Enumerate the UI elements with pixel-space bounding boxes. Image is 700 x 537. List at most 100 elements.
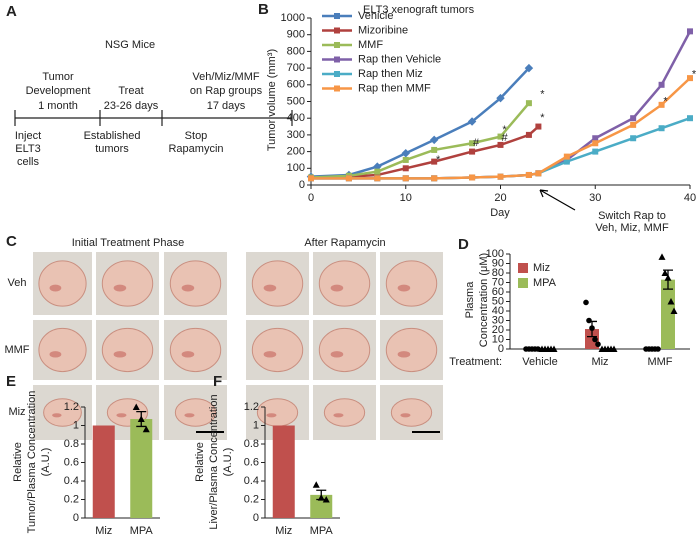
phase-name: on Rap groups: [190, 85, 263, 97]
x-tick-label: Vehicle: [522, 356, 557, 368]
y-tick-label: 100: [287, 162, 305, 174]
tumor: [318, 260, 371, 307]
data-point: [401, 149, 410, 158]
data-point: [687, 115, 693, 122]
data-point: [431, 146, 438, 153]
phase-duration: 1 month: [38, 100, 78, 112]
phase-name: Veh/Miz/MMF: [192, 71, 260, 83]
phase-name: Tumor: [42, 71, 74, 83]
legend-label: Rap then Miz: [358, 68, 423, 80]
data-point: [469, 148, 476, 155]
data-point: [658, 81, 665, 88]
data-point: [630, 115, 637, 122]
phase-duration: 23-26 days: [104, 100, 159, 112]
y-tick-label: 20: [492, 324, 504, 336]
tumor-vessel: [266, 413, 277, 418]
x-tick-label: 0: [308, 192, 314, 204]
photo-grid: [33, 252, 443, 440]
data-point: [322, 496, 330, 503]
significance-mark: *: [540, 89, 545, 101]
y-tick-label: 90: [492, 257, 504, 269]
series-line: [310, 67, 530, 178]
tumor-vessel: [397, 351, 411, 358]
tumor: [390, 398, 433, 427]
y-tick-label: 10: [492, 333, 504, 345]
significance-mark: *: [663, 95, 668, 107]
data-point: [308, 175, 314, 182]
tumor-vessel: [52, 413, 62, 418]
legend-label: Rap then MMF: [358, 82, 431, 94]
data-point: [402, 165, 409, 172]
data-point: [589, 325, 595, 331]
event-label: Stop: [185, 130, 208, 142]
data-point: [137, 415, 145, 423]
x-tick-label: Miz: [95, 525, 112, 537]
data-point: [658, 125, 665, 132]
y-tick-label: 0: [498, 343, 504, 355]
y-tick-label: 1: [73, 419, 79, 431]
y-tick-label: 80: [492, 267, 504, 279]
y-tick-label: 700: [287, 62, 305, 74]
data-point: [592, 148, 599, 155]
annotation-arrow: [539, 189, 576, 211]
x-tick-label: Miz: [275, 525, 292, 537]
series-line: [310, 102, 530, 179]
y-tick-label: 0.8: [244, 438, 259, 450]
tumor-vessel: [333, 413, 344, 418]
significance-mark: *: [502, 124, 507, 136]
event-label: cells: [17, 156, 40, 168]
y-tick-label: 40: [492, 305, 504, 317]
y-tick-label: 60: [492, 286, 504, 298]
significance-mark: *: [692, 69, 697, 81]
tumor-vessel: [330, 351, 344, 358]
data-point: [132, 403, 140, 410]
tumor-vessel: [181, 284, 195, 292]
data-point: [687, 28, 693, 35]
phase-duration: 17 days: [207, 100, 246, 112]
legend-label: Rap then Vehicle: [358, 53, 441, 65]
y-tick-label: 200: [287, 146, 305, 158]
y-tick-label: 0.6: [64, 456, 79, 468]
data-point: [670, 307, 678, 314]
y-tick-label: 0.6: [244, 456, 259, 468]
x-tick-label: 20: [494, 192, 506, 204]
tumor-vessel: [113, 284, 127, 292]
tumor: [385, 260, 438, 307]
event-label: ELT3: [15, 143, 40, 155]
data-point: [550, 345, 558, 352]
tumor-vessel: [181, 351, 195, 358]
data-point: [497, 133, 504, 140]
legend-marker: [334, 71, 340, 77]
data-point: [469, 140, 476, 147]
tumor-vessel: [49, 284, 62, 292]
y-tick-label: 400: [287, 112, 305, 124]
data-point: [610, 345, 618, 352]
y-tick-label: 100: [486, 248, 504, 260]
y-tick-label: 0: [73, 512, 79, 524]
significance-mark: *: [540, 112, 545, 124]
y-tick-label: 0.2: [64, 493, 79, 505]
data-point: [563, 158, 570, 165]
tumor: [174, 398, 217, 427]
y-tick-label: 50: [492, 295, 504, 307]
tumor: [385, 327, 438, 373]
tumor-vessel: [49, 351, 62, 358]
significance-mark: #: [473, 137, 480, 149]
y-axis-label: Liver/Plasma Concentration: [208, 394, 220, 529]
data-point: [592, 336, 598, 343]
panel-label: F: [213, 373, 222, 390]
data-point: [595, 341, 601, 348]
y-tick-label: 300: [287, 129, 305, 141]
x-tick-label: Miz: [591, 356, 608, 368]
diagram-title: NSG Mice: [105, 39, 155, 51]
significance-mark: #: [501, 132, 508, 144]
data-point: [664, 274, 672, 281]
tumor-vessel: [263, 351, 277, 358]
data-point: [535, 123, 542, 130]
data-point: [402, 156, 409, 163]
data-point: [655, 346, 661, 352]
data-point: [374, 171, 381, 178]
event-label: Established: [84, 130, 141, 142]
data-point: [467, 117, 477, 126]
